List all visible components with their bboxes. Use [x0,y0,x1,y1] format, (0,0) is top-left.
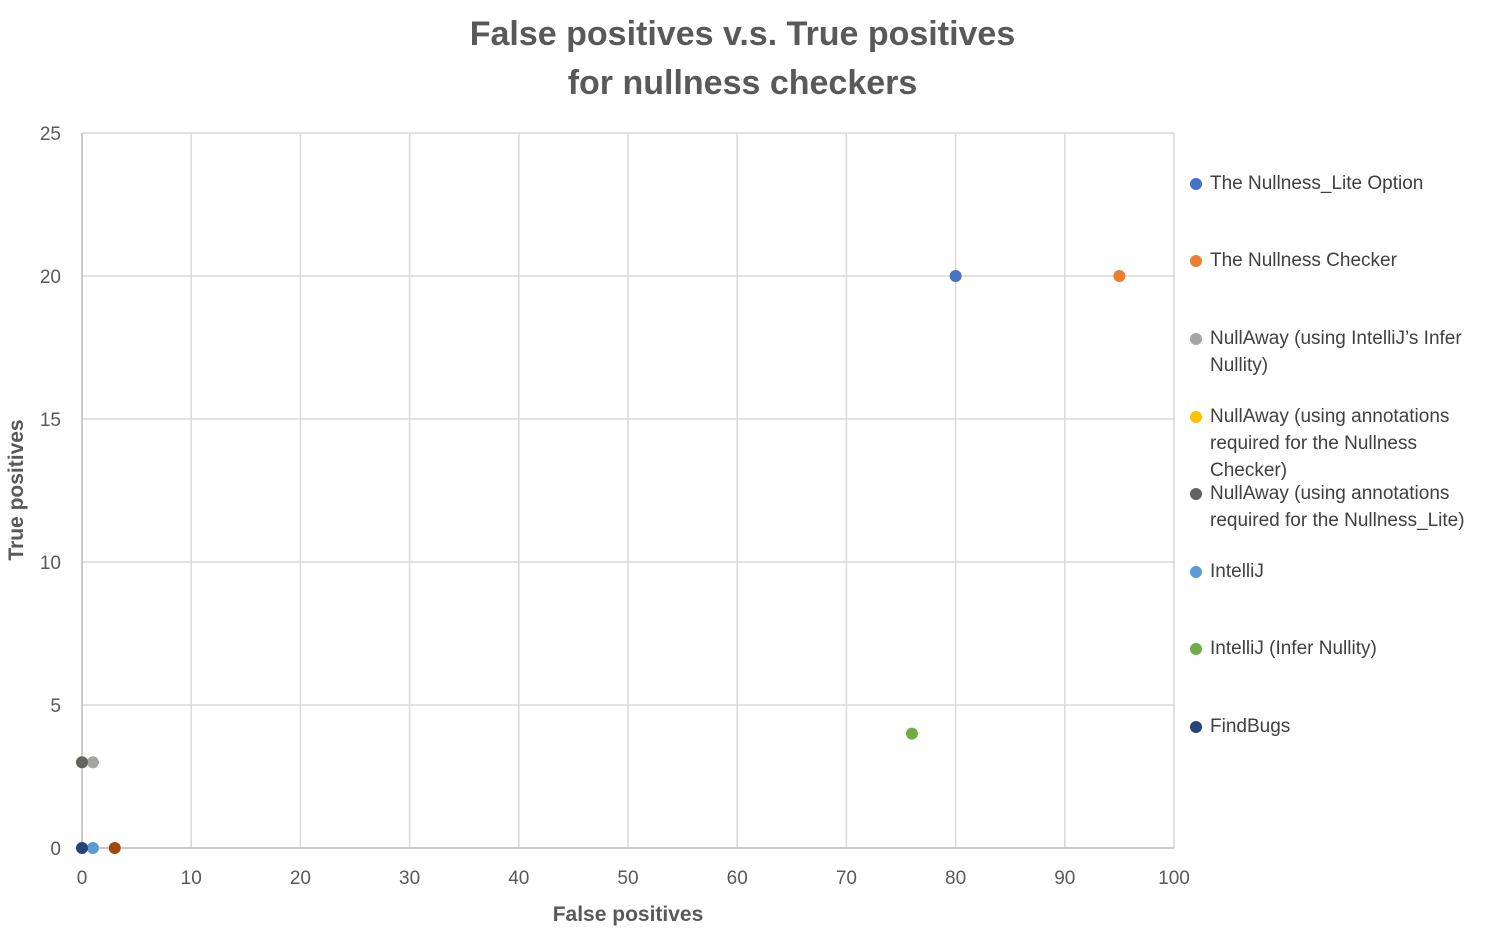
chart-title-line2: for nullness checkers [567,64,918,102]
legend-label: NullAway (using annotations required for… [1210,483,1465,531]
x-tick-label: 0 [77,868,88,889]
x-tick-label: 100 [1158,868,1190,889]
legend-marker-icon [1190,643,1202,655]
legend-marker-icon [1190,411,1202,423]
x-tick-label: 20 [290,868,311,889]
gridlines [81,132,1175,849]
legend-item: NullAway (using annotations required for… [1190,403,1485,484]
y-tick-label: 0 [50,839,61,860]
legend-label: NullAway (using annotations required for… [1210,406,1450,481]
legend-item: IntelliJ (Infer Nullity) [1190,635,1485,662]
data-point [76,842,88,854]
legend-label: The Nullness Checker [1210,250,1397,271]
data-points [76,270,1126,854]
y-tick-label: 15 [40,410,61,431]
legend-marker-icon [1190,255,1202,267]
data-point [86,842,99,854]
legend-label: NullAway (using IntelliJ’s Infer Nullity… [1210,328,1462,376]
x-tick-label: 80 [945,868,966,889]
x-tick-label: 50 [617,868,638,889]
chart-title-line1: False positives v.s. True positives [469,15,1016,53]
data-point [1113,270,1126,282]
x-tick-label: 30 [399,868,420,889]
legend-item: NullAway (using annotations required for… [1190,480,1485,534]
legend-label: The Nullness_Lite Option [1210,173,1424,194]
data-point [108,842,121,854]
x-tick-label: 60 [727,868,748,889]
legend-marker-icon [1190,488,1202,500]
data-point [86,756,99,769]
data-point [949,270,962,282]
legend-marker-icon [1190,721,1202,733]
x-tick-label: 40 [508,868,529,889]
x-tick-label: 90 [1054,868,1075,889]
legend-marker-icon [1190,178,1202,190]
legend-item: The Nullness Checker [1190,247,1485,274]
x-tick-label: 10 [181,868,202,889]
legend-label: FindBugs [1210,716,1291,737]
data-point [76,756,88,769]
x-axis-label: False positives [553,903,704,926]
y-tick-label: 5 [50,696,61,717]
y-axis-label: True positives [5,419,28,560]
y-tick-labels: 0 5 10 15 20 25 [40,124,61,860]
x-tick-labels: 0 10 20 30 40 50 60 70 80 90 100 [77,868,1190,889]
x-tick-label: 70 [836,868,857,889]
legend-item: IntelliJ [1190,558,1485,585]
legend-item: NullAway (using IntelliJ’s Infer Nullity… [1190,325,1485,379]
chart-title: False positives v.s. True positives for … [0,10,1485,108]
legend-item: FindBugs [1190,713,1485,740]
data-point [905,727,918,740]
y-tick-label: 25 [40,124,61,145]
y-tick-label: 10 [40,553,61,574]
legend-label: IntelliJ [1210,561,1264,582]
y-tick-label: 20 [40,267,61,288]
legend-item: The Nullness_Lite Option [1190,170,1485,197]
legend-label: IntelliJ (Infer Nullity) [1210,638,1377,659]
legend-marker-icon [1190,333,1202,345]
legend-marker-icon [1190,566,1202,578]
